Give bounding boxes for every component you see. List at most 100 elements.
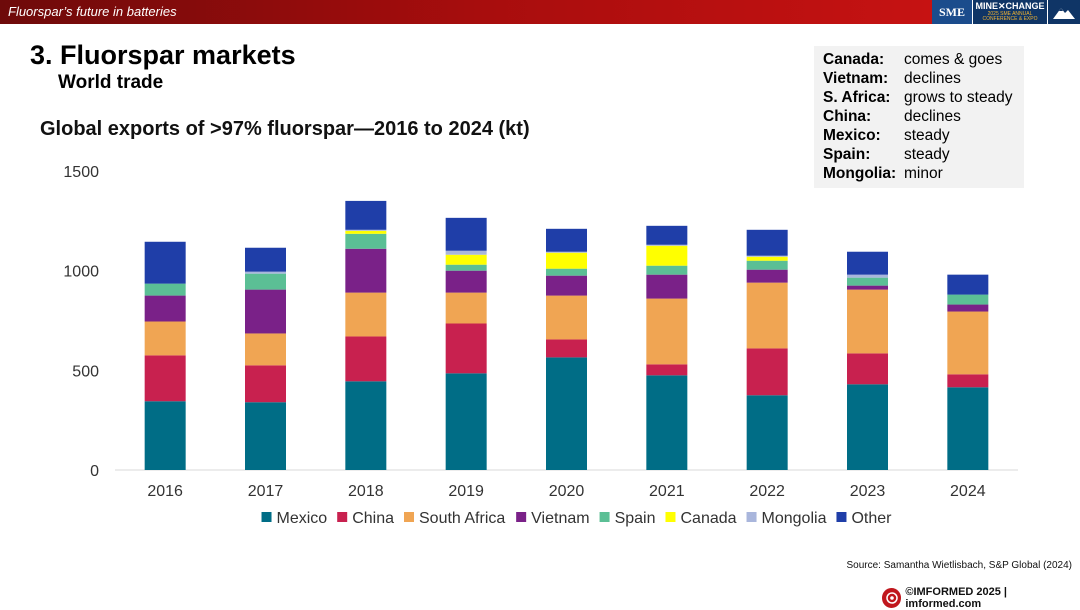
bar-south-africa xyxy=(245,333,286,366)
legend-label: Other xyxy=(851,510,892,527)
legend-label: Mongolia xyxy=(762,510,827,527)
bar-vietnam xyxy=(245,289,286,334)
bar-mexico xyxy=(746,395,788,470)
trend-label: S. Africa: xyxy=(823,89,891,106)
source-citation: Source: Samantha Wietlisbach, S&P Global… xyxy=(846,560,1073,571)
bar-south-africa xyxy=(746,282,788,349)
bar-vietnam xyxy=(746,269,788,283)
sme-logo: SME xyxy=(932,0,972,24)
legend-label: China xyxy=(352,510,394,527)
bar-mexico xyxy=(445,373,487,470)
bar-spain xyxy=(947,294,989,305)
bar-mexico xyxy=(646,375,688,470)
bar-china xyxy=(947,374,989,388)
legend-swatch xyxy=(665,512,676,522)
legend-swatch xyxy=(836,512,847,522)
y-tick-label: 1000 xyxy=(63,264,99,281)
bar-china xyxy=(546,339,587,358)
bar-south-africa xyxy=(947,311,989,375)
legend-label: Canada xyxy=(680,510,736,527)
bar-vietnam xyxy=(445,270,487,293)
trend-value: steady xyxy=(904,127,950,144)
bar-other xyxy=(245,247,286,272)
legend-swatch xyxy=(599,512,610,522)
bar-canada xyxy=(746,256,788,261)
x-tick-label: 2020 xyxy=(549,483,585,500)
x-tick-label: 2023 xyxy=(850,483,886,500)
bar-mexico xyxy=(144,401,186,470)
bar-mexico xyxy=(947,387,989,470)
bar-other xyxy=(947,274,989,295)
trend-label: Spain: xyxy=(823,146,871,163)
x-tick-label: 2017 xyxy=(248,483,284,500)
bar-china xyxy=(345,336,387,382)
legend-label: South Africa xyxy=(419,510,505,527)
x-tick-label: 2022 xyxy=(749,483,785,500)
country-trend-box: Canada: comes & goes Vietnam: declines S… xyxy=(814,46,1024,188)
legend-swatch xyxy=(337,512,348,522)
x-tick-label: 2021 xyxy=(649,483,685,500)
bar-spain xyxy=(546,268,587,276)
minexchange-logo-line1: MINE✕CHANGE xyxy=(975,1,1045,11)
bar-vietnam xyxy=(345,248,387,293)
bar-vietnam xyxy=(546,275,587,296)
bar-vietnam xyxy=(947,304,989,312)
trend-value: declines xyxy=(904,108,961,125)
footer-brand: ©IMFORMED 2025 | imformed.com xyxy=(882,586,1080,610)
slide-title: 3. Fluorspar markets xyxy=(30,40,296,70)
bar-canada xyxy=(345,230,387,234)
bar-mongolia xyxy=(245,271,286,274)
bar-mexico xyxy=(847,384,888,470)
bar-other xyxy=(746,229,788,256)
sme-logo-text: SME xyxy=(938,4,965,19)
trend-value: steady xyxy=(904,146,950,163)
bar-other xyxy=(445,217,487,251)
bar-canada xyxy=(546,252,587,269)
bar-china xyxy=(646,364,688,376)
bar-spain xyxy=(847,277,888,286)
bar-spain xyxy=(746,260,788,270)
bar-china xyxy=(746,348,788,396)
bar-china xyxy=(245,365,286,403)
trend-value: comes & goes xyxy=(904,51,1003,68)
bar-other xyxy=(546,228,587,252)
bar-china xyxy=(144,355,186,402)
bar-spain xyxy=(144,283,186,296)
legend-swatch xyxy=(516,512,527,522)
top-banner: Fluorspar’s future in batteries SME MINE… xyxy=(0,0,1080,24)
bar-south-africa xyxy=(546,295,587,340)
bar-south-africa xyxy=(345,292,387,337)
trend-value: declines xyxy=(904,70,961,87)
bar-spain xyxy=(245,273,286,290)
bar-vietnam xyxy=(646,274,688,299)
bar-south-africa xyxy=(144,321,186,356)
minexchange-logo-line2: 2025 SME ANNUAL xyxy=(987,11,1033,17)
presentation-title: Fluorspar’s future in batteries xyxy=(8,4,177,19)
bar-spain xyxy=(445,264,487,271)
trend-label: Mongolia: xyxy=(823,165,897,182)
bar-mongolia xyxy=(546,251,587,253)
bar-vietnam xyxy=(847,285,888,290)
bar-south-africa xyxy=(445,292,487,324)
legend-label: Spain xyxy=(615,510,656,527)
bar-mongolia xyxy=(746,255,788,257)
legend-swatch xyxy=(404,512,415,522)
minexchange-logo-line3: CONFERENCE & EXPO xyxy=(982,16,1038,22)
trend-value: grows to steady xyxy=(904,89,1013,106)
legend-swatch xyxy=(261,512,272,522)
y-tick-label: 0 xyxy=(90,463,99,480)
bar-south-africa xyxy=(847,289,888,354)
x-tick-label: 2024 xyxy=(950,483,986,500)
sponsor-logos: SME MINE✕CHANGE 2025 SME ANNUAL CONFEREN… xyxy=(932,0,1080,24)
mountain-logo-icon xyxy=(1047,0,1080,24)
bar-south-africa xyxy=(646,298,688,365)
y-tick-label: 500 xyxy=(72,363,99,380)
bar-mongolia xyxy=(345,229,387,231)
bar-china xyxy=(445,323,487,374)
bar-vietnam xyxy=(144,295,186,322)
imformed-logo-icon xyxy=(882,588,902,608)
bar-mongolia xyxy=(445,250,487,255)
x-tick-label: 2018 xyxy=(348,483,384,500)
bar-mexico xyxy=(245,402,286,470)
bar-other xyxy=(847,251,888,275)
